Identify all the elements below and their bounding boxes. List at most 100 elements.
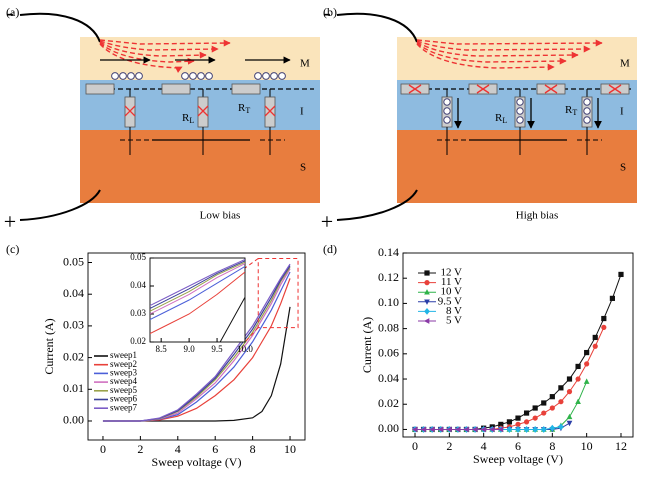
x-tick-label: 8: [549, 439, 555, 453]
marker: [515, 426, 521, 433]
resistor-label: RT: [565, 104, 577, 117]
legend-label: 11 V: [441, 276, 462, 288]
marker: [575, 376, 581, 382]
terminal: +: [4, 209, 16, 234]
y-tick-label: 0.04: [378, 371, 399, 385]
resistor: [197, 96, 209, 128]
current-path: [416, 42, 567, 65]
cross: [544, 84, 558, 94]
marker: [592, 343, 598, 349]
x-tick-label: 12: [615, 439, 627, 453]
current-path: [99, 39, 231, 47]
cross: [408, 84, 422, 94]
y-tick-label: 0.00: [378, 421, 399, 435]
legend-marker: [424, 280, 430, 286]
y-tick-label: 0.10: [378, 295, 399, 309]
wire: [336, 12, 418, 43]
marker: [609, 295, 616, 301]
marker: [463, 426, 469, 433]
resistor-subscript: T: [245, 106, 250, 115]
x-tick-label: 6: [212, 442, 218, 456]
marker: [566, 376, 573, 382]
caption: High bias: [516, 210, 558, 222]
marker: [515, 415, 521, 421]
marker: [558, 423, 564, 431]
marker: [446, 426, 452, 433]
inset-series-line: [150, 260, 245, 309]
electron: [262, 72, 270, 80]
marker: [584, 349, 590, 356]
series-line: [102, 263, 291, 422]
cross: [264, 105, 276, 117]
y-tick-label: 0.01: [63, 381, 84, 395]
electron: [181, 72, 189, 80]
inset-series-line: [150, 265, 245, 321]
current-path: [99, 40, 219, 53]
x-tick-label: 9.5: [211, 344, 223, 354]
marker: [566, 413, 573, 420]
marker: [532, 405, 538, 411]
electron: [278, 72, 286, 80]
y-tick-label: 0.02: [378, 396, 399, 410]
inset-lines: [150, 258, 245, 342]
marker: [523, 419, 530, 425]
x-tick-label: 10: [284, 442, 296, 456]
layer-label: S: [620, 162, 626, 174]
layer-label: I: [300, 106, 304, 118]
legend-label: sweep6: [110, 394, 137, 404]
marker: [532, 426, 539, 433]
marker: [515, 421, 521, 427]
marker: [480, 426, 487, 433]
marker: [549, 424, 556, 432]
marker: [429, 426, 435, 433]
marker: [532, 415, 538, 421]
electron: [443, 107, 451, 115]
y-tick-label: 0.05: [63, 254, 84, 268]
x-axis-label: Sweep voltage (V): [473, 452, 563, 466]
marker: [411, 426, 418, 433]
inset-series-line: [150, 258, 245, 307]
marker: [420, 426, 426, 433]
zoom-connector: [244, 258, 259, 269]
marker: [601, 315, 607, 322]
marker: [601, 324, 607, 330]
electron: [443, 98, 451, 106]
cross: [124, 105, 136, 117]
x-tick-label: 0: [412, 439, 418, 453]
x-tick-label: 4: [175, 442, 181, 456]
inset-series-line: [150, 263, 245, 315]
inset: 8.5 9.0 9.5 10.0 0.02 0.03 0.04 0.05: [130, 252, 253, 354]
electron: [583, 98, 591, 106]
current-path: [416, 40, 591, 53]
marker: [584, 361, 590, 367]
electron: [254, 72, 262, 80]
resistor: [124, 96, 136, 128]
panel-label: (b): [323, 5, 337, 19]
electron: [197, 72, 205, 80]
x-tick-label: 10: [581, 439, 593, 453]
panel-label: (c): [6, 242, 19, 256]
chart-c: 0 2 4 6 8 10 0.00 0.01 0.02 0.03 0.04 0.05 (c) Sweep …: [6, 242, 306, 469]
inset-series-line: [150, 271, 245, 335]
x-tick-label: 2: [137, 442, 143, 456]
current-path: [99, 42, 195, 65]
marker: [471, 426, 478, 433]
resistor-symbol: R: [495, 112, 503, 124]
electrode: [85, 83, 115, 95]
electron: [189, 72, 197, 80]
marker: [498, 421, 504, 427]
x-tick-label: 0: [100, 442, 106, 456]
chart-d: 0 2 4 6 8 10 12 0.00 0.02 0.04 0.06 0.08 0.10 0.12 0.1…: [323, 242, 634, 466]
marker: [523, 410, 530, 416]
layer-label: I: [620, 106, 624, 118]
legend-marker: [424, 270, 430, 276]
marker: [523, 426, 530, 433]
resistor-label: RL: [182, 112, 194, 125]
legend-label: 12 V: [441, 267, 463, 279]
marker: [437, 426, 444, 433]
layer-label: S: [300, 162, 306, 174]
legend-label: 9.5 V: [438, 295, 462, 307]
electron: [443, 116, 451, 124]
